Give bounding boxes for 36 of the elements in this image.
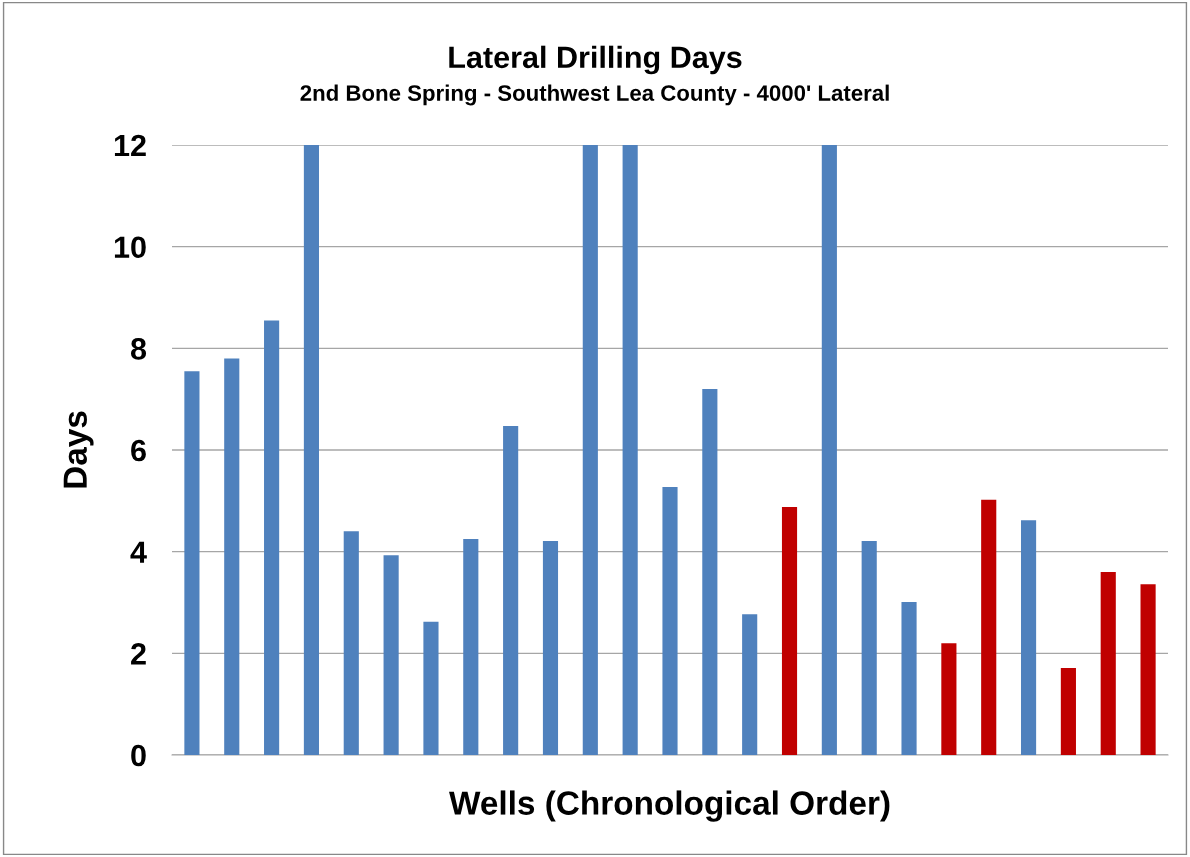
bar (662, 487, 678, 755)
bar (901, 601, 917, 755)
y-axis-title: Days (63, 411, 94, 488)
bar (303, 145, 320, 755)
bar (941, 643, 957, 755)
bar (542, 540, 559, 755)
bar (1020, 520, 1037, 755)
bar (742, 614, 758, 755)
bar (503, 426, 519, 755)
bar (423, 621, 439, 755)
chart-subtitle: 2nd Bone Spring - Southwest Lea County - 4000' Lateral (300, 84, 889, 106)
bar (264, 320, 280, 755)
bar (184, 371, 200, 755)
bar (1060, 668, 1076, 755)
bar (821, 145, 837, 755)
bar (861, 540, 877, 755)
bar (1100, 572, 1116, 755)
x-axis-title: Wells (Chronological Order) (449, 790, 890, 822)
y-tick-label: 8 (130, 338, 147, 360)
y-tick-label: 4 (130, 541, 147, 563)
bar (1140, 584, 1156, 755)
y-tick-label: 6 (131, 439, 146, 462)
bar (981, 499, 997, 755)
chart-title: Lateral Drilling Days (449, 45, 742, 75)
bar (582, 145, 598, 755)
bar (702, 389, 718, 755)
y-tick-label: 0 (131, 744, 146, 767)
bar (622, 145, 638, 755)
bar (383, 555, 399, 755)
bar (224, 358, 240, 755)
y-tick-label: 12 (114, 134, 146, 157)
y-tick-label: 10 (114, 236, 146, 259)
bar (781, 506, 798, 755)
bar (343, 531, 359, 755)
bar (463, 538, 479, 755)
y-tick-label: 2 (131, 643, 146, 665)
